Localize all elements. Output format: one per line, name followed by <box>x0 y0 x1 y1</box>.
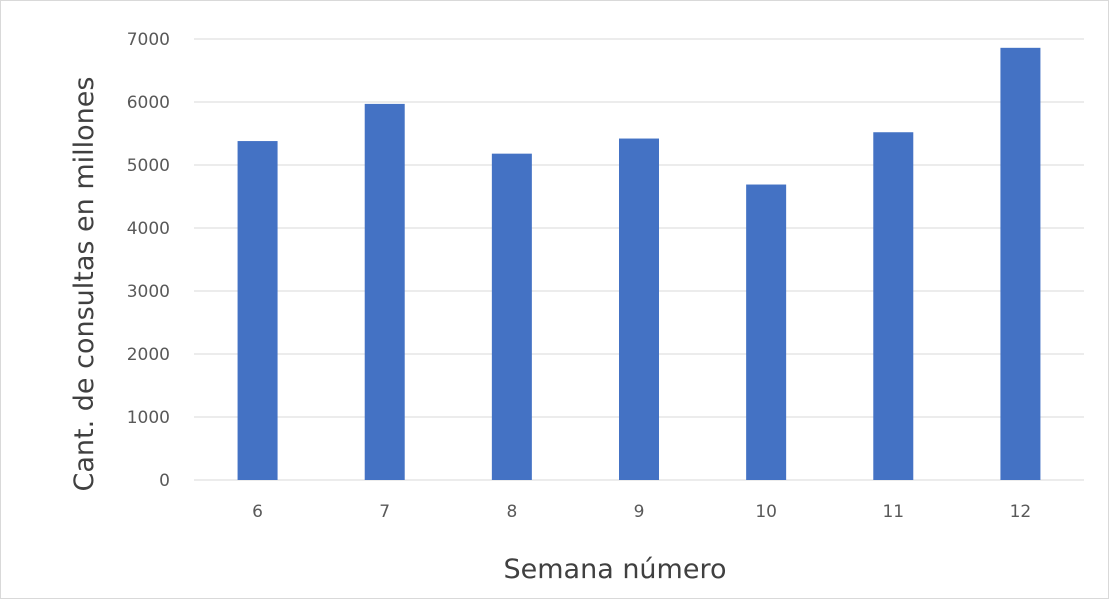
x-tick-label: 8 <box>506 502 517 522</box>
bars <box>237 47 1041 481</box>
bar-semana-11 <box>873 132 914 481</box>
y-tick-label: 7000 <box>127 30 170 50</box>
bar-semana-12 <box>1000 47 1041 480</box>
x-tick-label: 10 <box>755 502 777 522</box>
bar-semana-9 <box>619 138 659 481</box>
bar-semana-10 <box>746 184 787 480</box>
y-tick-label: 0 <box>159 471 170 491</box>
bar-semana-6 <box>237 141 278 480</box>
x-tick-label: 7 <box>379 502 390 522</box>
x-tick-label: 12 <box>1010 502 1032 522</box>
x-axis-title: Semana número <box>503 554 726 585</box>
x-tick-label: 11 <box>882 502 904 522</box>
y-tick-label: 2000 <box>127 345 170 365</box>
y-axis-title: Cant. de consultas en millones <box>69 77 100 492</box>
y-tick-label: 4000 <box>127 219 170 239</box>
y-tick-label: 1000 <box>127 408 170 428</box>
bar-semana-8 <box>491 153 532 480</box>
x-tick-labels: 6 7 8 9 10 11 12 <box>252 502 1031 522</box>
y-tick-label: 3000 <box>127 282 170 302</box>
x-tick-label: 9 <box>634 502 645 522</box>
x-tick-label: 6 <box>252 502 263 522</box>
bar-semana-7 <box>364 103 405 480</box>
y-tick-labels: 0 1000 2000 3000 4000 5000 6000 7000 <box>127 30 170 491</box>
y-tick-label: 6000 <box>127 93 170 113</box>
y-tick-label: 5000 <box>127 156 170 176</box>
